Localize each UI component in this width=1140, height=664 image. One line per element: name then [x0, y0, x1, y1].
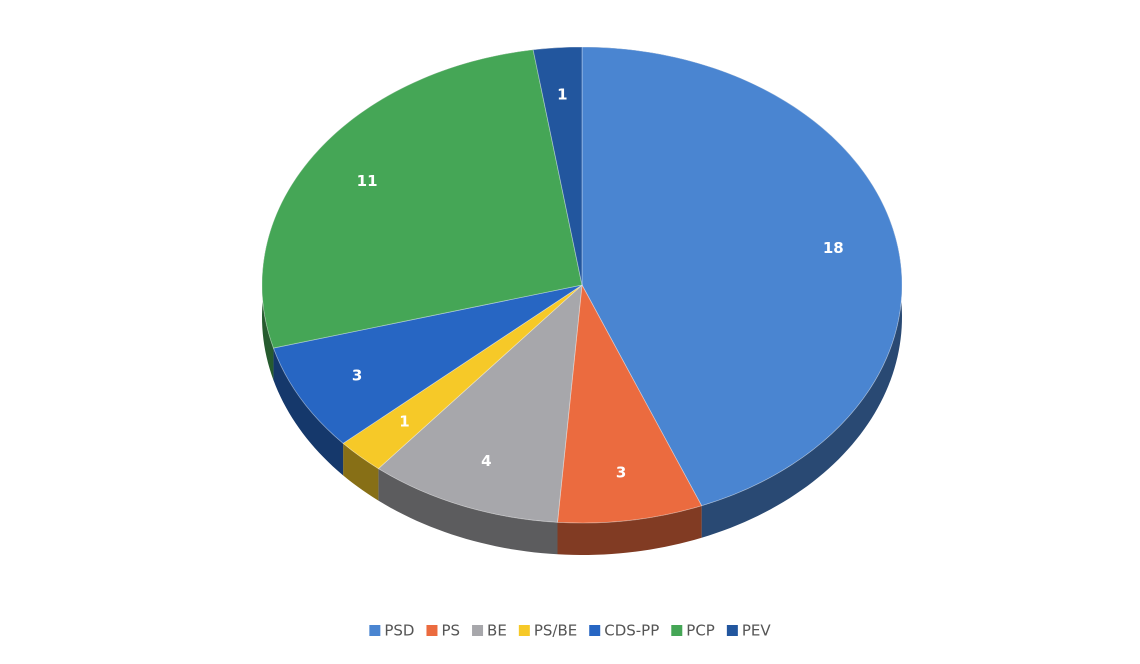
legend-swatch: [518, 625, 530, 636]
data-label: 3: [616, 464, 626, 482]
legend-label: PCP: [686, 622, 715, 640]
slice: [342, 284, 583, 470]
legend-label: PSD: [384, 622, 414, 640]
slice-side: [557, 505, 702, 555]
data-label: 1: [557, 86, 567, 104]
legend-swatch: [472, 625, 484, 636]
slice-side: [378, 468, 558, 555]
slice: [377, 284, 583, 523]
legend-swatch: [369, 625, 381, 636]
legend-label: BE: [487, 622, 507, 640]
slice: [261, 49, 583, 349]
slice: [532, 46, 583, 286]
data-label: 3: [352, 366, 362, 384]
legend-label: PS/BE: [534, 622, 577, 640]
data-label: 4: [481, 452, 491, 470]
legend-label: CDS-PP: [604, 622, 659, 640]
slice-side: [343, 443, 379, 501]
data-label: 18: [823, 239, 844, 257]
legend-swatch: [589, 625, 601, 636]
legend-label: PEV: [742, 622, 772, 640]
slice: [581, 46, 903, 507]
legend-swatch: [671, 625, 683, 636]
legend-swatch: [726, 625, 738, 636]
legend-label: PS: [441, 622, 460, 640]
data-label: 1: [399, 413, 409, 431]
slice: [272, 284, 583, 444]
slice: [557, 283, 703, 524]
data-label: 11: [357, 172, 378, 190]
legend-swatch: [426, 625, 438, 636]
slice-side: [273, 348, 344, 476]
